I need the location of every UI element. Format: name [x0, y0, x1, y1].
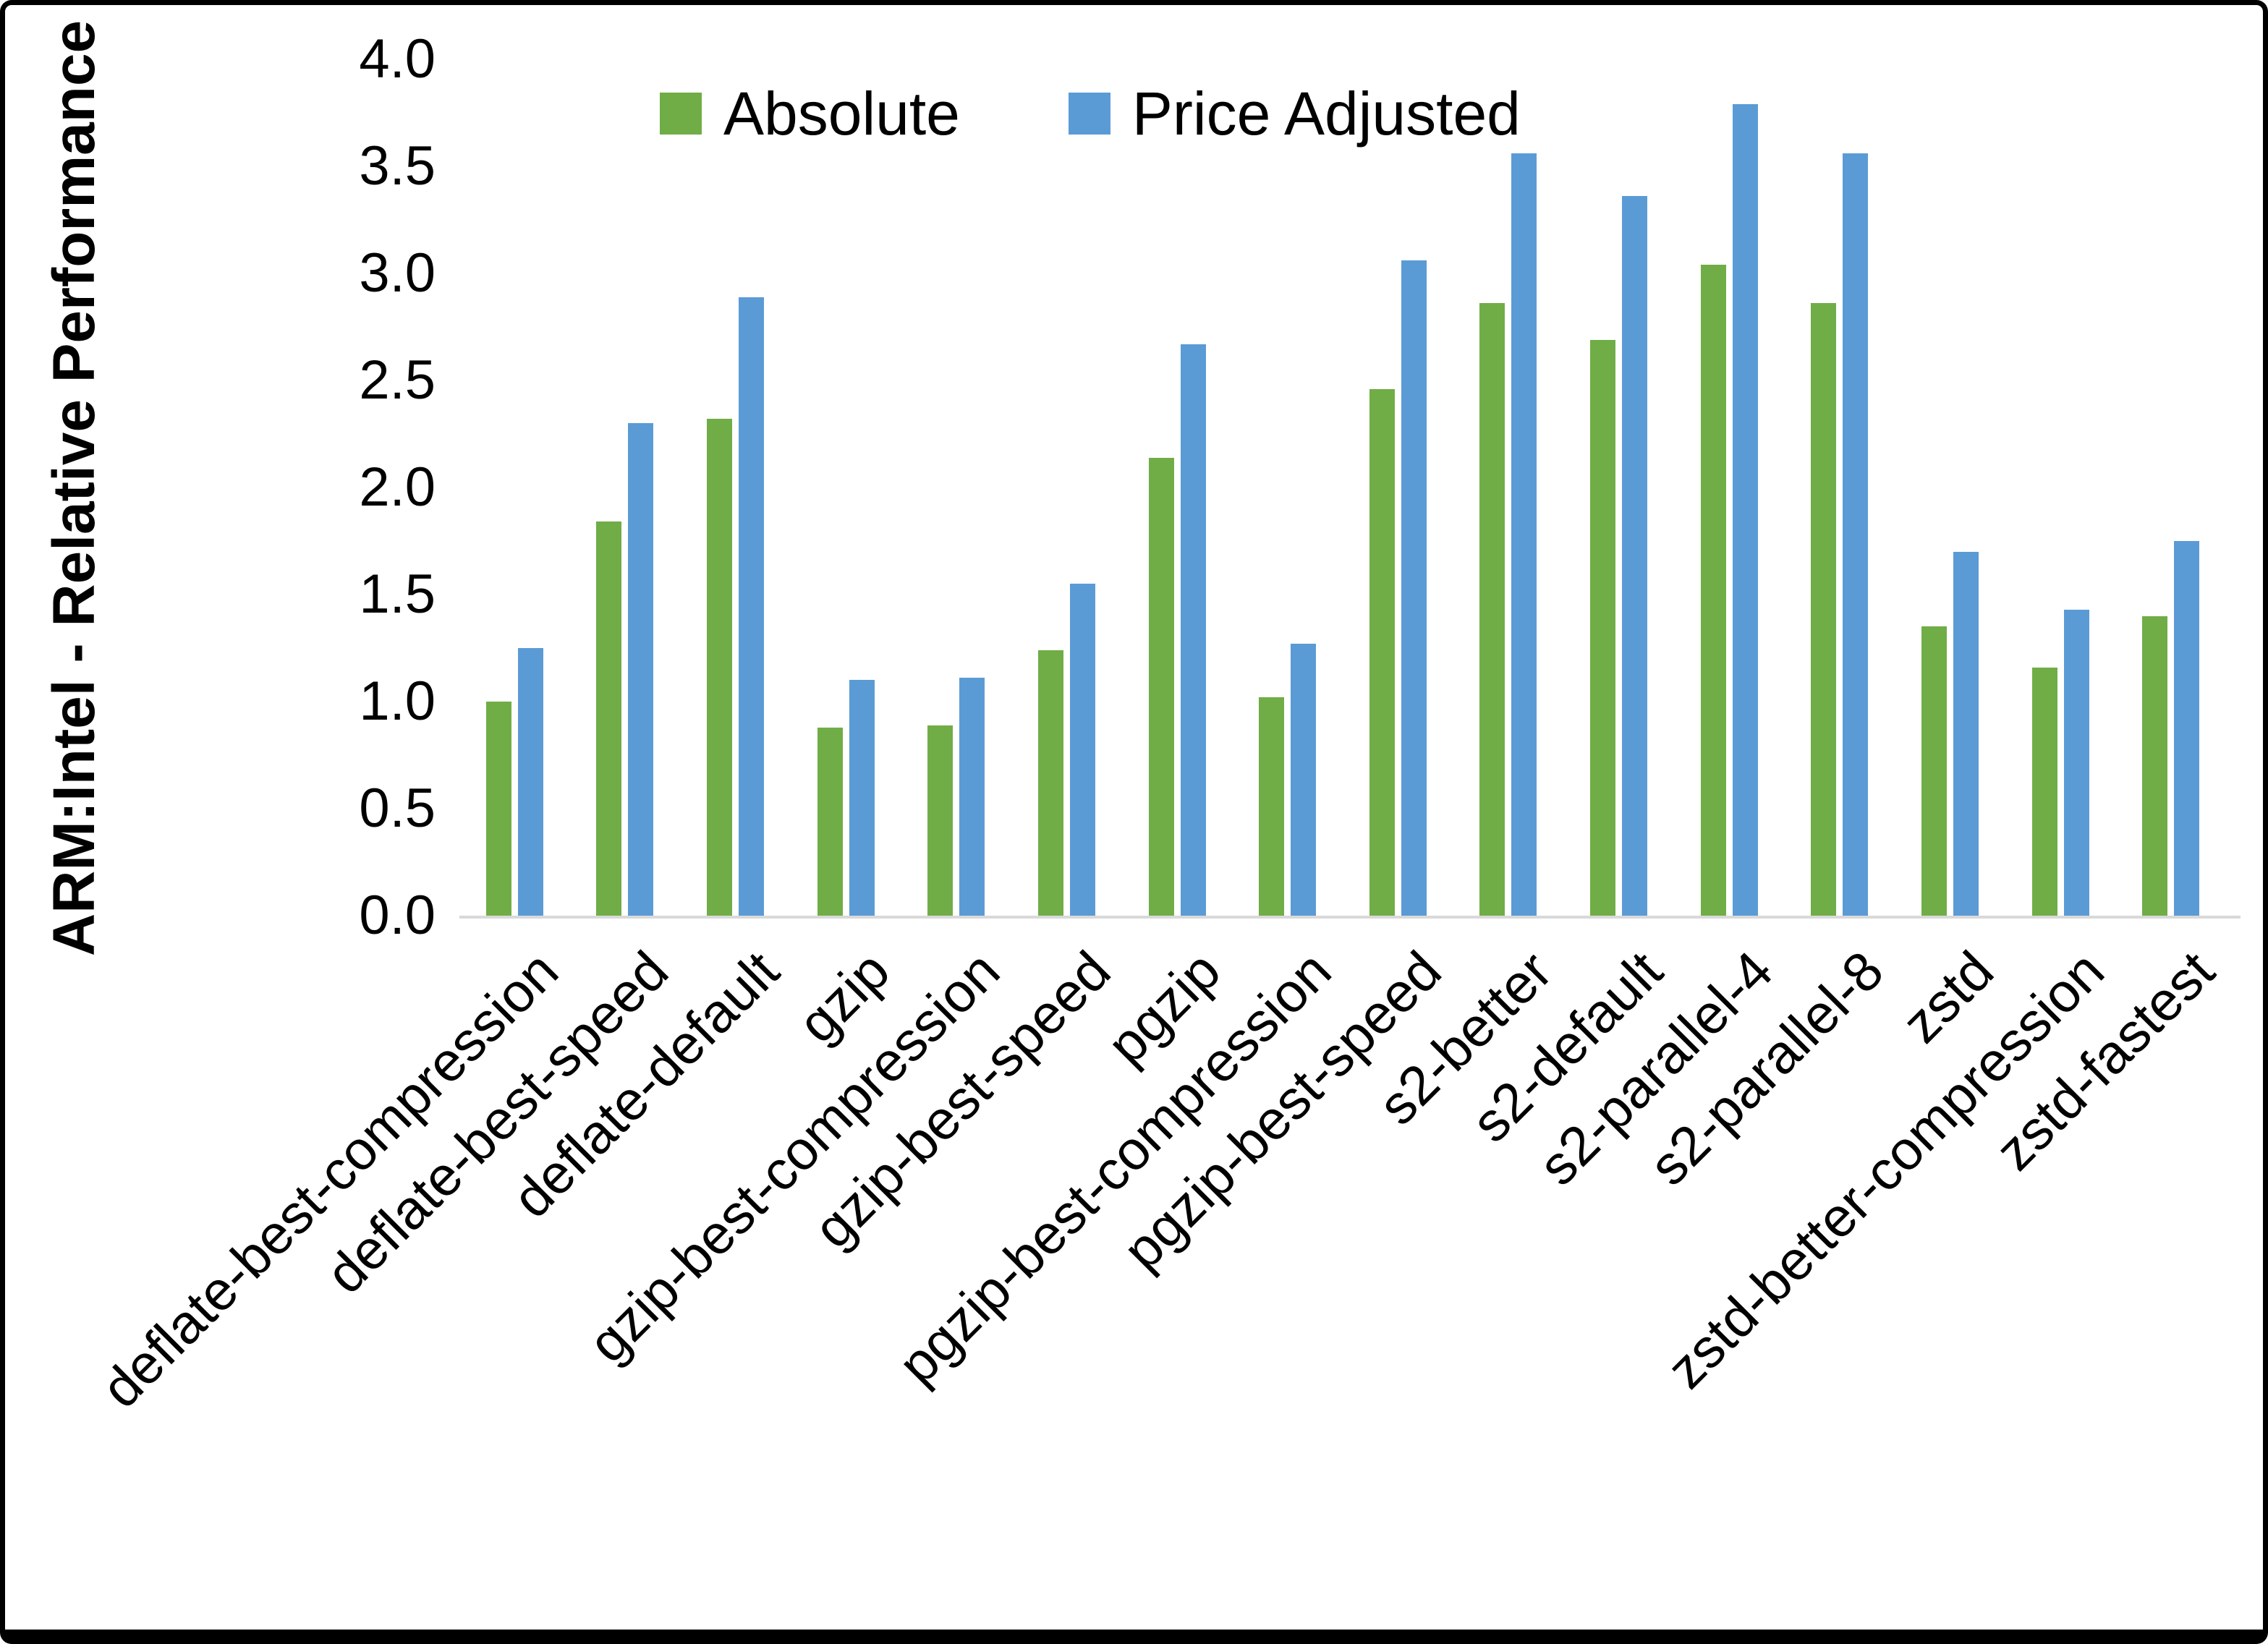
- bar-absolute: [1700, 265, 1726, 916]
- legend-label-absolute: Absolute: [723, 80, 960, 148]
- bar-price-adjusted: [628, 423, 654, 916]
- bar-price-adjusted: [2174, 541, 2200, 916]
- bar-price-adjusted: [849, 680, 875, 916]
- bar-absolute: [596, 521, 622, 916]
- bar-absolute: [927, 725, 954, 916]
- bar-price-adjusted: [959, 678, 985, 916]
- legend-label-price-adjusted: Price Adjusted: [1131, 80, 1521, 148]
- x-axis-line: [459, 916, 2241, 919]
- legend-swatch-absolute: [660, 93, 702, 135]
- y-axis-title: ARM:Intel - Relative Performance: [41, 20, 107, 957]
- bar-price-adjusted: [739, 297, 765, 916]
- y-tick-label: 1.0: [359, 670, 436, 732]
- y-tick-label: 1.5: [359, 563, 436, 625]
- bar-price-adjusted: [2063, 609, 2089, 916]
- bar-price-adjusted: [1511, 153, 1537, 916]
- y-tick-label: 2.5: [359, 349, 436, 411]
- bar-price-adjusted: [1622, 196, 1648, 916]
- y-tick-label: 0.5: [359, 778, 436, 839]
- bar-price-adjusted: [1180, 344, 1206, 916]
- bar-price-adjusted: [517, 648, 543, 916]
- y-tick-label: 2.0: [359, 456, 436, 518]
- bar-price-adjusted: [1732, 104, 1758, 916]
- y-tick-label: 3.0: [359, 242, 436, 304]
- bar-absolute: [2142, 616, 2168, 916]
- legend-item-price-adjusted: Price Adjusted: [1068, 80, 1521, 148]
- y-tick-label: 3.5: [359, 135, 436, 197]
- bar-price-adjusted: [1401, 260, 1427, 916]
- bar-absolute: [1148, 457, 1174, 916]
- bar-absolute: [1369, 388, 1395, 916]
- bar-absolute: [1479, 303, 1505, 916]
- bar-price-adjusted: [1291, 644, 1317, 916]
- bar-absolute: [1590, 339, 1616, 916]
- x-tick-label: deflate-best-compression: [90, 940, 570, 1420]
- bar-absolute: [1921, 626, 1947, 916]
- bar-price-adjusted: [1953, 551, 1979, 916]
- bar-price-adjusted: [1843, 153, 1869, 916]
- bar-absolute: [485, 702, 511, 916]
- legend: Absolute Price Adjusted: [660, 83, 1521, 144]
- y-tick-label: 4.0: [359, 28, 436, 90]
- bar-absolute: [2031, 667, 2057, 916]
- legend-swatch-price-adjusted: [1068, 93, 1110, 135]
- bar-absolute: [1811, 303, 1837, 916]
- bar-absolute: [707, 419, 733, 916]
- bar-absolute: [1037, 649, 1063, 916]
- y-tick-label: 0.0: [359, 885, 436, 946]
- bar-absolute: [817, 727, 843, 916]
- bar-price-adjusted: [1069, 584, 1095, 916]
- bar-absolute: [1259, 697, 1285, 916]
- legend-item-absolute: Absolute: [660, 83, 960, 144]
